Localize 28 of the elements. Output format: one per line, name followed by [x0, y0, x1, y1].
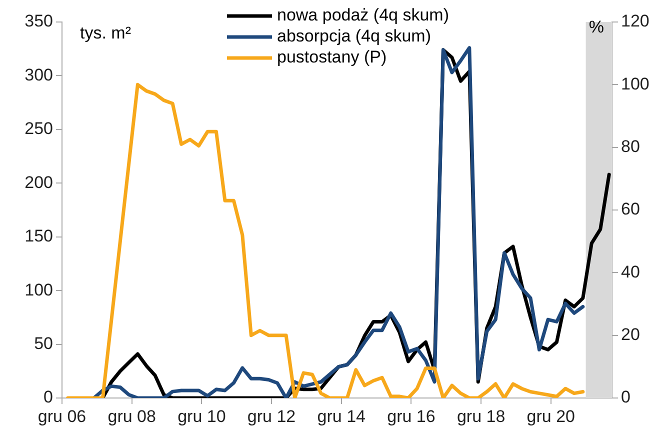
y-tick-label: 250 [24, 119, 53, 138]
y-tick-label: 150 [24, 226, 53, 246]
x-tick-label: gru 10 [178, 406, 226, 426]
x-tick-label: gru 20 [526, 406, 575, 426]
y-tick-label: 350 [24, 12, 53, 31]
y-tick-label: 100 [24, 280, 53, 300]
x-tick-label: gru 12 [247, 406, 296, 426]
y2-tick-label: 40 [621, 262, 640, 282]
y2-tick-label: 80 [621, 137, 640, 156]
x-tick-label: gru 14 [317, 406, 366, 426]
y-tick-label: 50 [34, 334, 53, 353]
legend-label: absorpcja (4q skum) [277, 26, 432, 46]
y-tick-label: 300 [24, 65, 53, 84]
y2-tick-label: 0 [621, 388, 630, 407]
legend-label: nowa podaż (4q skum) [277, 6, 449, 25]
legend-label: pustostany (P) [277, 48, 387, 67]
y-tick-label: 0 [44, 388, 53, 407]
y2-tick-label: 60 [621, 200, 640, 219]
y-axis-title: tys. m² [80, 24, 132, 43]
y2-tick-label: 120 [621, 12, 650, 31]
y2-tick-label: 100 [621, 74, 650, 94]
y-tick-label: 200 [24, 172, 53, 192]
y2-tick-label: 20 [621, 325, 640, 344]
x-tick-label: gru 08 [108, 406, 156, 426]
x-tick-label: gru 06 [38, 406, 86, 426]
y2-axis-title: % [588, 18, 604, 37]
x-tick-label: gru 16 [387, 406, 436, 426]
x-tick-label: gru 18 [456, 406, 506, 426]
